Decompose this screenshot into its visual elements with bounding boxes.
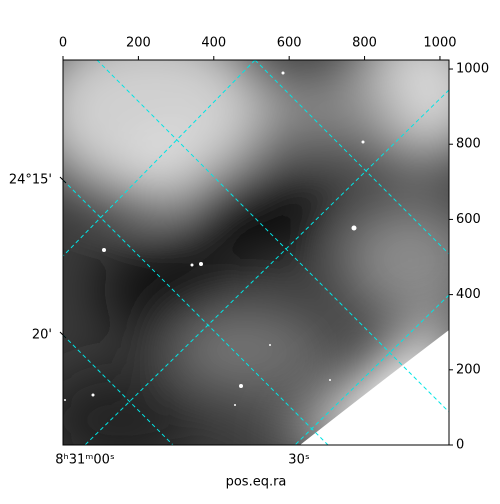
y-tick-label: 600 — [456, 212, 481, 227]
dec-tick — [59, 331, 67, 339]
x-tick-label: 1000 — [423, 36, 456, 51]
x-tick-label: 400 — [201, 36, 226, 51]
frame — [62, 59, 450, 446]
ra-label: 8ʰ31ᵐ00ˢ — [55, 453, 115, 468]
x-axis-label: pos.eq.ra — [226, 475, 287, 490]
sky-image — [63, 60, 449, 445]
y-tick-label: 0 — [456, 438, 464, 453]
coordinate-grid — [63, 60, 449, 445]
x-tick-label: 0 — [59, 36, 67, 51]
x-tick-label: 800 — [352, 36, 377, 51]
x-tick-label: 200 — [126, 36, 151, 51]
y-tick-label: 1000 — [456, 62, 489, 77]
dec-tick — [59, 176, 67, 184]
y-tick-label: 200 — [456, 362, 481, 377]
ra-label: 30ˢ — [288, 453, 310, 468]
dec-label: 24°15' — [9, 173, 52, 188]
y-tick-label: 400 — [456, 287, 481, 302]
y-tick-label: 800 — [456, 137, 481, 152]
x-tick-label: 600 — [277, 36, 302, 51]
dec-label: 20' — [32, 328, 52, 343]
